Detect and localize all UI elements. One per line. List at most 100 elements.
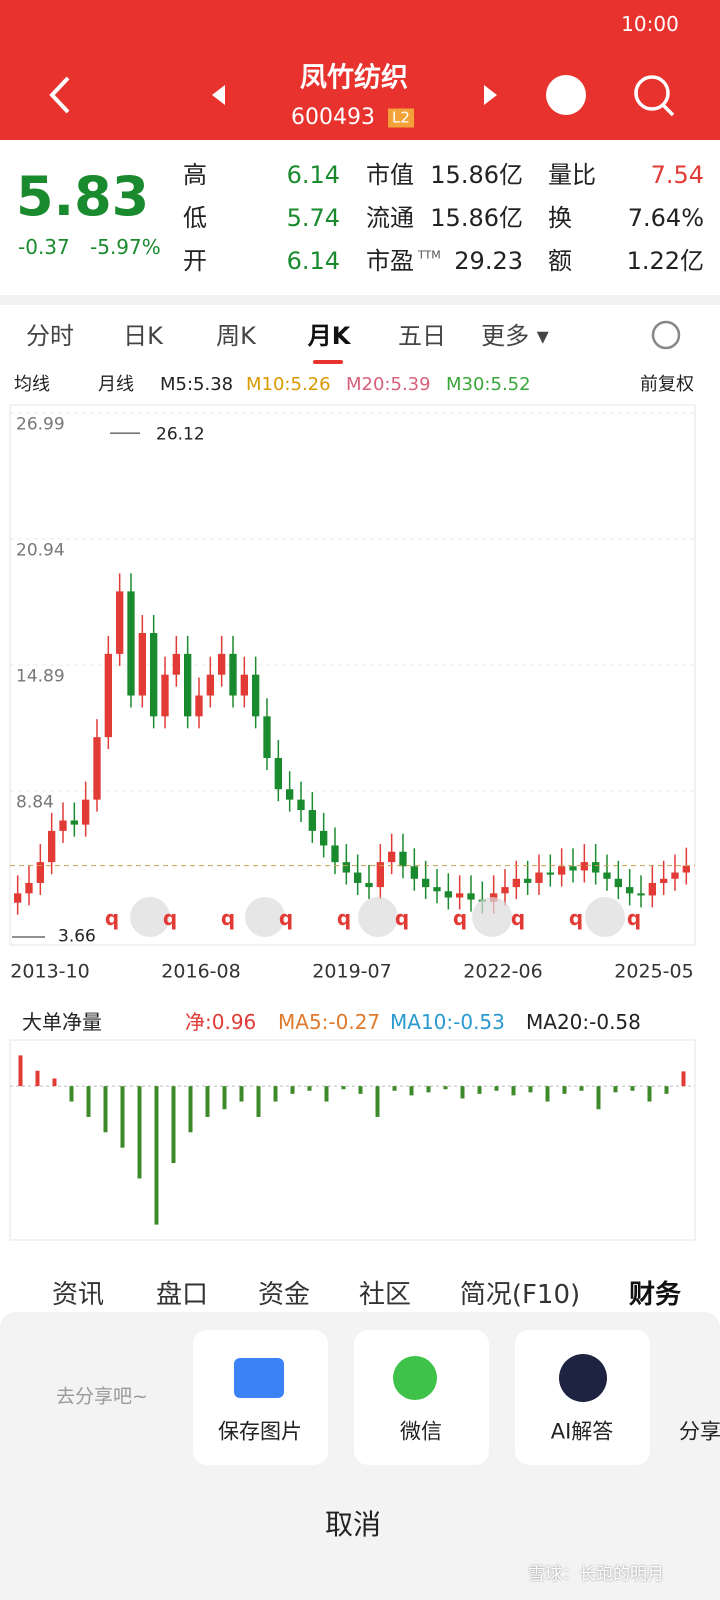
- share-button[interactable]: 分享: [679, 1419, 720, 1444]
- chart-tab[interactable]: 月K: [307, 322, 351, 350]
- chart-button: [585, 897, 625, 937]
- section-tab[interactable]: 资金: [257, 1280, 311, 1310]
- flow-bar: [205, 1086, 210, 1117]
- candle: [682, 865, 690, 873]
- candle: [660, 878, 668, 883]
- flow-bar: [256, 1086, 261, 1117]
- candle: [138, 633, 146, 696]
- settings-icon[interactable]: [651, 320, 681, 350]
- candle: [467, 893, 475, 900]
- quote-key: 开: [183, 247, 207, 275]
- flow-bar: [494, 1086, 499, 1091]
- y-tick-label: 14.89: [16, 666, 65, 687]
- ma-legend: 均线: [14, 374, 50, 395]
- gap: [0, 295, 720, 305]
- chart-tab[interactable]: 五日: [398, 322, 446, 350]
- chart-tab[interactable]: 更多 ▾: [481, 322, 549, 350]
- chart-tab[interactable]: 周K: [216, 322, 256, 350]
- candle: [127, 591, 135, 696]
- candle: [320, 830, 328, 846]
- quote-value: 1.22亿: [626, 247, 704, 275]
- section-tab[interactable]: 盘口: [155, 1280, 209, 1310]
- cancel-button[interactable]: 取消: [324, 1508, 382, 1541]
- flow-bar: [375, 1086, 380, 1117]
- candle: [93, 737, 101, 800]
- y-tick-label: 8.84: [16, 792, 54, 813]
- adjust-mode[interactable]: 前复权: [640, 374, 694, 395]
- candle: [626, 887, 634, 894]
- candle: [206, 674, 214, 696]
- candle: [546, 872, 554, 875]
- section-tab[interactable]: 资讯: [51, 1280, 105, 1310]
- low-label: 3.66: [58, 926, 96, 947]
- search-icon: [661, 103, 675, 117]
- ma-legend: M20:5.39: [346, 374, 431, 395]
- prev-icon[interactable]: [212, 85, 225, 105]
- share-button[interactable]: AI解答: [550, 1419, 614, 1444]
- section-tab[interactable]: 社区: [358, 1280, 412, 1310]
- robot-icon[interactable]: [546, 75, 586, 115]
- quote-value: 29.23: [454, 247, 523, 275]
- y-tick-label: 20.94: [16, 540, 65, 561]
- candle: [263, 716, 271, 758]
- signal-marker: q: [394, 906, 410, 930]
- x-tick-label: 2019-07: [312, 960, 392, 983]
- candle: [558, 866, 566, 875]
- high-label: 26.12: [156, 424, 205, 445]
- candle: [308, 810, 316, 831]
- flow-bar: [341, 1086, 346, 1090]
- search-icon[interactable]: [634, 75, 670, 111]
- flow-bar: [613, 1086, 618, 1093]
- flow-bar: [120, 1086, 125, 1148]
- candle: [116, 591, 124, 654]
- candle: [410, 866, 418, 879]
- candle: [614, 878, 622, 888]
- next-icon[interactable]: [484, 85, 497, 105]
- signal-marker: q: [162, 906, 178, 930]
- section-tab[interactable]: 财务: [628, 1280, 682, 1310]
- quote-key: 流通: [366, 204, 414, 232]
- signal-marker: q: [278, 906, 294, 930]
- change: -0.37: [18, 235, 70, 259]
- flow-bar: [52, 1078, 57, 1087]
- flow-bar: [460, 1086, 465, 1099]
- flow-bar: [137, 1086, 142, 1179]
- flow-bar: [69, 1086, 74, 1102]
- flow-bar: [664, 1086, 669, 1094]
- quote-key: 量比: [548, 161, 596, 189]
- back-icon[interactable]: [49, 76, 70, 114]
- candle: [354, 872, 362, 883]
- flow-bar: [324, 1086, 329, 1102]
- flow-bar: [511, 1086, 516, 1096]
- share-hint: 去分享吧~: [56, 1385, 148, 1408]
- candle: [444, 891, 452, 898]
- signal-marker: q: [336, 906, 352, 930]
- candle: [70, 820, 78, 825]
- candle: [603, 872, 611, 879]
- flow-bar: [86, 1086, 91, 1117]
- share-button[interactable]: 微信: [400, 1419, 442, 1444]
- chart-tab[interactable]: 分时: [26, 322, 74, 350]
- signal-marker: q: [220, 906, 236, 930]
- candle: [331, 845, 339, 863]
- flow-frame: [9, 1039, 696, 1241]
- share-button[interactable]: 保存图片: [218, 1419, 302, 1444]
- x-tick-label: 2013-10: [10, 960, 90, 983]
- flow-legend: MA20:-0.58: [526, 1010, 641, 1034]
- stock-code: 600493: [291, 105, 375, 130]
- quote-value: 15.86亿: [430, 161, 523, 189]
- quote-key: 换: [548, 204, 572, 232]
- candle: [195, 695, 203, 717]
- section-tab[interactable]: 简况(F10): [459, 1280, 581, 1310]
- quote-value: 7.54: [650, 161, 704, 189]
- quote-key: 市盈: [366, 247, 414, 275]
- flow-bar: [171, 1086, 176, 1164]
- signal-marker: q: [510, 906, 526, 930]
- candle: [48, 830, 56, 863]
- signal-marker: q: [104, 906, 120, 930]
- quote-key: 低: [183, 204, 207, 232]
- chart-tab[interactable]: 日K: [123, 322, 163, 350]
- candle: [297, 799, 305, 811]
- flow-bar: [681, 1071, 686, 1087]
